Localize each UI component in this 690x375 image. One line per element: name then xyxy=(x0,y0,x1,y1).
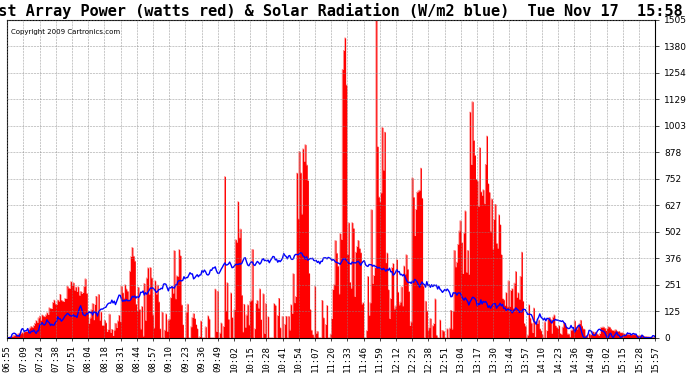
Text: Copyright 2009 Cartronics.com: Copyright 2009 Cartronics.com xyxy=(10,30,119,36)
Title: West Array Power (watts red) & Solar Radiation (W/m2 blue)  Tue Nov 17  15:58: West Array Power (watts red) & Solar Rad… xyxy=(0,3,682,19)
